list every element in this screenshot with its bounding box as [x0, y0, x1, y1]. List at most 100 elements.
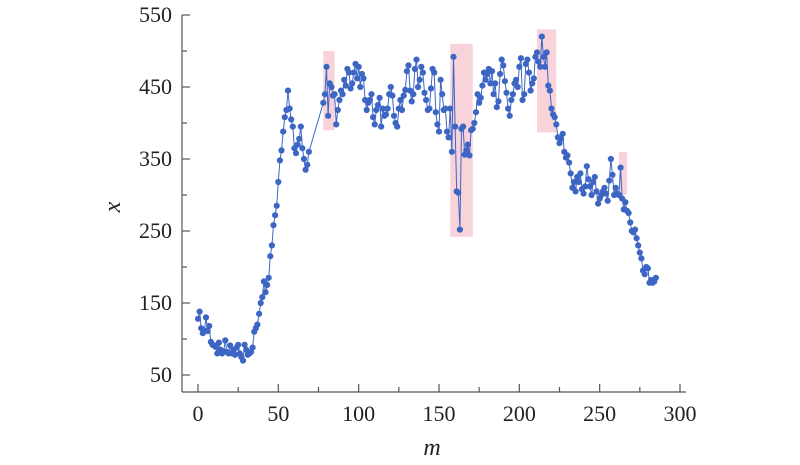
data-point: [297, 123, 304, 130]
data-point: [370, 114, 377, 121]
data-point: [477, 94, 484, 101]
data-point: [641, 271, 648, 278]
data-point: [490, 91, 497, 98]
data-point: [204, 328, 211, 335]
x-tick-label: 50: [267, 401, 289, 426]
data-point: [463, 147, 470, 154]
data-point: [606, 177, 613, 184]
data-point: [320, 99, 327, 106]
data-point: [505, 105, 512, 112]
data-point: [535, 58, 542, 65]
data-point: [360, 75, 367, 82]
data-point: [397, 96, 404, 104]
data-point: [506, 112, 513, 119]
data-point: [439, 91, 446, 98]
data-point: [442, 105, 449, 112]
data-point: [604, 197, 611, 204]
data-point: [513, 76, 520, 83]
data-point: [612, 184, 619, 191]
data-point: [264, 281, 271, 289]
data-point: [595, 200, 602, 207]
data-point: [325, 112, 332, 119]
data-point: [345, 69, 353, 76]
data-point: [577, 170, 584, 177]
data-point: [378, 123, 385, 130]
data-point: [270, 222, 277, 229]
data-point: [564, 152, 571, 159]
data-point: [278, 147, 285, 154]
data-point: [382, 111, 390, 118]
data-point: [416, 76, 423, 83]
data-point: [299, 145, 306, 152]
data-point: [419, 69, 426, 76]
highlight-regions: [323, 29, 627, 237]
data-point: [572, 188, 579, 195]
data-point: [631, 226, 639, 233]
data-point: [545, 82, 552, 89]
x-tick-label: 200: [503, 401, 536, 426]
data-point: [355, 63, 362, 70]
data-point: [487, 80, 494, 87]
data-point: [254, 321, 261, 328]
data-point: [497, 70, 504, 78]
data-point: [341, 76, 348, 83]
data-point: [366, 96, 373, 104]
highlight-region: [618, 151, 627, 195]
data-point: [500, 62, 507, 69]
y-tick-label: 550: [139, 2, 172, 27]
data-point: [421, 89, 428, 96]
data-point: [328, 83, 335, 91]
data-point: [415, 83, 422, 91]
data-point: [262, 289, 269, 296]
data-point: [514, 83, 521, 91]
data-point: [300, 155, 308, 163]
data-point: [601, 184, 608, 191]
data-point: [288, 116, 295, 123]
data-point: [431, 69, 438, 76]
data-point: [447, 105, 454, 112]
data-point: [259, 294, 266, 301]
data-point: [215, 339, 222, 346]
y-tick-label: 250: [139, 218, 172, 243]
data-point: [257, 299, 264, 307]
x-tick-label: 0: [193, 401, 204, 426]
data-point: [368, 91, 375, 98]
data-point: [553, 121, 560, 128]
data-point: [357, 83, 364, 91]
data-point: [636, 249, 643, 256]
data-point: [445, 134, 452, 141]
data-point: [498, 56, 505, 63]
data-point: [476, 99, 483, 106]
data-point: [389, 92, 396, 99]
data-point: [622, 199, 629, 206]
data-point: [580, 190, 587, 197]
data-point: [448, 148, 455, 155]
data-point: [390, 112, 398, 119]
data-point: [548, 105, 555, 112]
data-point: [403, 68, 410, 75]
y-tick-label: 450: [139, 74, 172, 99]
data-point: [405, 62, 412, 69]
data-point: [488, 68, 496, 75]
data-point: [280, 128, 287, 135]
x-tick-label: 100: [342, 401, 375, 426]
data-point: [603, 190, 610, 197]
data-point: [286, 105, 293, 112]
data-point: [231, 351, 239, 358]
data-point: [281, 114, 288, 121]
data-point: [452, 123, 459, 130]
data-point: [524, 56, 531, 63]
data-point: [508, 96, 515, 104]
data-point: [334, 106, 341, 114]
x-tick-label: 150: [423, 401, 456, 426]
data-point: [437, 76, 444, 83]
data-point: [435, 128, 443, 135]
ticks: 50 150 250 350 450 550 0 50 100 150 200 250 300: [139, 2, 697, 426]
data-point: [273, 202, 280, 209]
data-point: [423, 96, 430, 104]
data-point: [275, 178, 282, 186]
y-tick-label: 50: [150, 362, 172, 387]
data-point: [379, 105, 386, 112]
data-point: [472, 109, 480, 116]
